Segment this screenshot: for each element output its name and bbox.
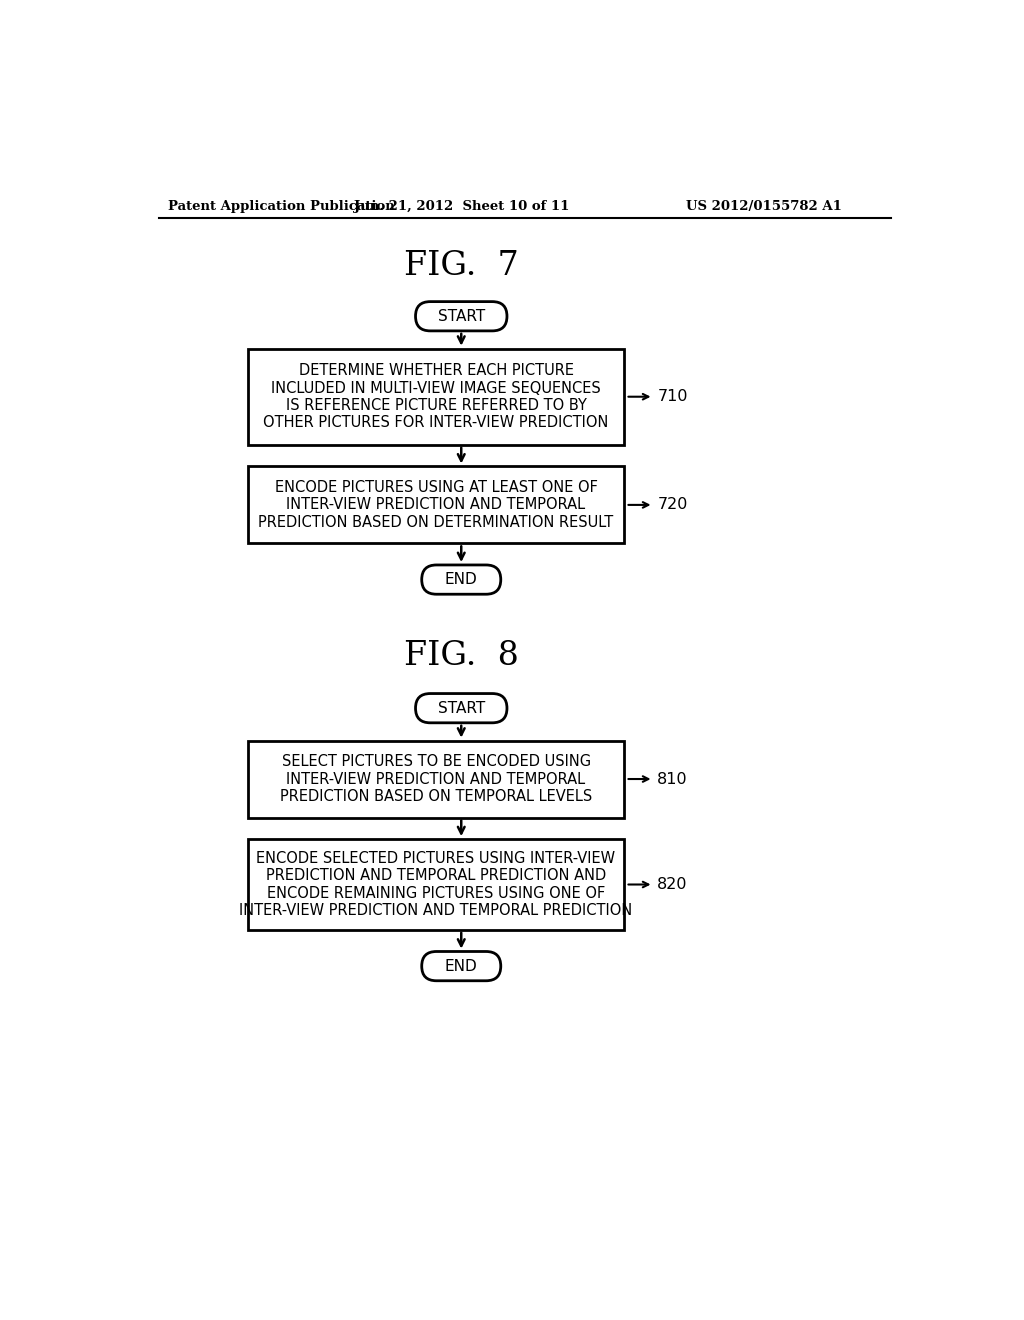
FancyBboxPatch shape bbox=[248, 741, 624, 817]
Text: FIG.  7: FIG. 7 bbox=[403, 251, 518, 282]
FancyBboxPatch shape bbox=[248, 840, 624, 929]
Text: 710: 710 bbox=[657, 389, 688, 404]
FancyBboxPatch shape bbox=[248, 348, 624, 445]
Text: ENCODE SELECTED PICTURES USING INTER-VIEW
PREDICTION AND TEMPORAL PREDICTION AND: ENCODE SELECTED PICTURES USING INTER-VIE… bbox=[240, 851, 633, 919]
Text: END: END bbox=[444, 958, 477, 974]
Text: FIG.  8: FIG. 8 bbox=[403, 640, 519, 672]
FancyBboxPatch shape bbox=[248, 466, 624, 544]
Text: Jun. 21, 2012  Sheet 10 of 11: Jun. 21, 2012 Sheet 10 of 11 bbox=[353, 199, 569, 213]
FancyBboxPatch shape bbox=[416, 302, 507, 331]
FancyBboxPatch shape bbox=[422, 565, 501, 594]
FancyBboxPatch shape bbox=[422, 952, 501, 981]
Text: END: END bbox=[444, 572, 477, 587]
Text: START: START bbox=[437, 309, 485, 323]
Text: Patent Application Publication: Patent Application Publication bbox=[168, 199, 395, 213]
Text: 820: 820 bbox=[657, 876, 688, 892]
Text: START: START bbox=[437, 701, 485, 715]
Text: SELECT PICTURES TO BE ENCODED USING
INTER-VIEW PREDICTION AND TEMPORAL
PREDICTIO: SELECT PICTURES TO BE ENCODED USING INTE… bbox=[280, 754, 592, 804]
Text: ENCODE PICTURES USING AT LEAST ONE OF
INTER-VIEW PREDICTION AND TEMPORAL
PREDICT: ENCODE PICTURES USING AT LEAST ONE OF IN… bbox=[258, 480, 613, 529]
Text: DETERMINE WHETHER EACH PICTURE
INCLUDED IN MULTI-VIEW IMAGE SEQUENCES
IS REFEREN: DETERMINE WHETHER EACH PICTURE INCLUDED … bbox=[263, 363, 608, 430]
Text: 810: 810 bbox=[657, 771, 688, 787]
Text: 720: 720 bbox=[657, 498, 688, 512]
Text: US 2012/0155782 A1: US 2012/0155782 A1 bbox=[686, 199, 842, 213]
FancyBboxPatch shape bbox=[416, 693, 507, 723]
